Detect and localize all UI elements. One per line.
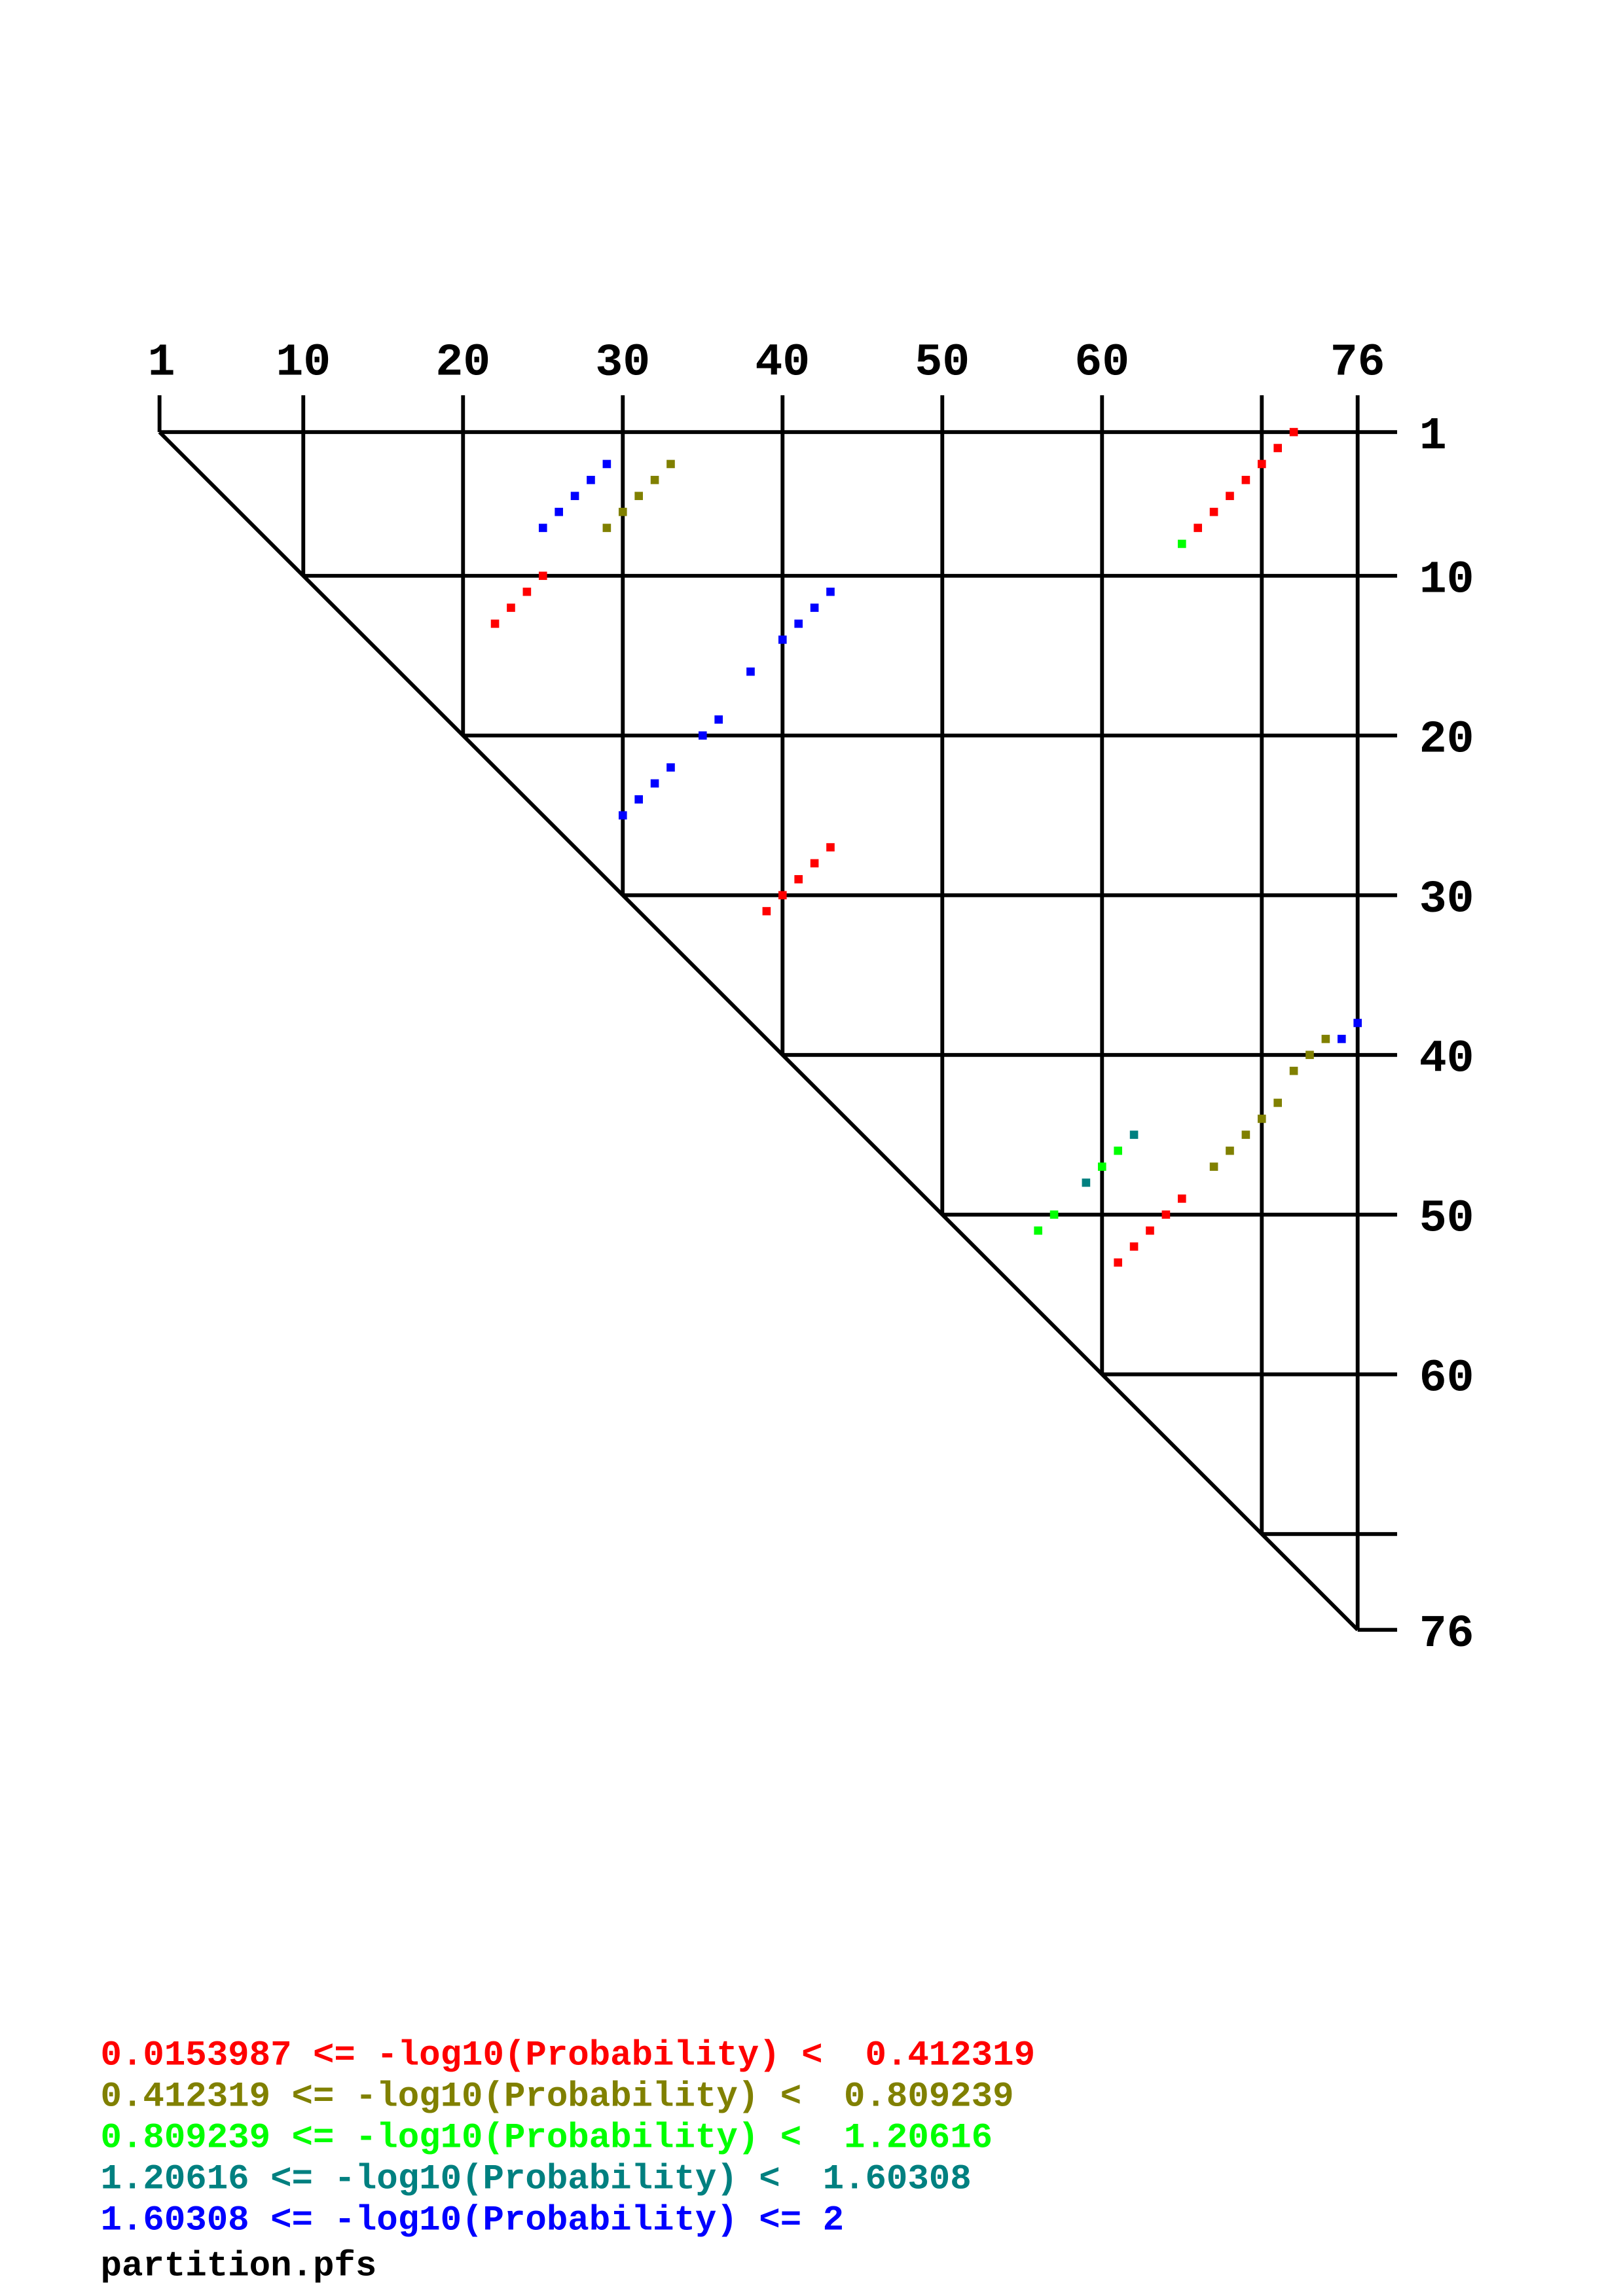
pair-dot [602, 459, 611, 469]
right-tick-label: 60 [1419, 1353, 1474, 1405]
pair-dot [634, 795, 643, 804]
pair-dot [538, 524, 547, 532]
pair-dot [1226, 492, 1234, 501]
pair-dot [602, 524, 611, 532]
pair-dot [1241, 1130, 1250, 1139]
pair-dot [1082, 1178, 1091, 1187]
pair-dot [570, 492, 579, 501]
pair-dot [1257, 1115, 1266, 1123]
top-tick-label: 50 [915, 336, 970, 388]
pair-dot [746, 667, 755, 676]
top-tick-label: 30 [595, 336, 650, 388]
grid-lines [157, 395, 1397, 1632]
top-tick-label: 1 [148, 336, 175, 388]
pair-dot [1177, 1194, 1186, 1203]
pair-dot [1114, 1258, 1122, 1267]
tick-labels: 1 10 20 30 40 50 60 76 1 10 20 30 40 50 60 76 [148, 336, 1474, 1660]
pair-dot [1273, 1098, 1282, 1107]
pair-dot [650, 779, 659, 788]
right-tick-label: 50 [1419, 1193, 1474, 1245]
top-tick-label: 40 [755, 336, 810, 388]
top-tick-label: 20 [435, 336, 490, 388]
pair-dot [810, 859, 819, 868]
legend-entry: 0.412319 <= -log10(Probability) < 0.8092… [101, 2077, 1014, 2117]
legend-entry: 0.0153987 <= -log10(Probability) < 0.412… [101, 2036, 1035, 2075]
right-tick-label: 30 [1419, 874, 1474, 925]
right-tick-label: 76 [1419, 1608, 1474, 1660]
pair-dot [1273, 444, 1282, 452]
pair-dot [1289, 1066, 1298, 1075]
right-tick-label: 40 [1419, 1033, 1474, 1085]
pair-dot [1241, 476, 1250, 484]
pair-dot [507, 603, 515, 612]
pair-dot [634, 492, 643, 501]
pair-dot [1353, 1018, 1362, 1028]
pair-dot [1034, 1226, 1042, 1235]
filename-label: partition.pfs [101, 2246, 377, 2286]
top-tick-label: 76 [1330, 336, 1385, 388]
pair-dot [522, 587, 532, 596]
pair-dot [555, 507, 563, 516]
top-tick-label: 10 [276, 336, 331, 388]
pair-dot [587, 476, 595, 484]
pair-dot [714, 715, 723, 724]
pair-dot [1321, 1035, 1330, 1043]
pair-dot [762, 906, 771, 916]
pair-dot [1289, 427, 1298, 437]
probability-dots [490, 427, 1362, 1267]
pair-dot [826, 843, 835, 852]
pair-dot [1257, 459, 1266, 469]
pair-dot [490, 619, 500, 628]
pair-dot [1209, 1162, 1218, 1171]
pair-dot [778, 891, 787, 900]
pair-dot [538, 571, 547, 581]
pair-dot [1114, 1146, 1122, 1155]
legend-entry: 0.809239 <= -log10(Probability) < 1.2061… [101, 2118, 993, 2158]
pair-dot [1177, 539, 1186, 548]
legend-entry: 1.60308 <= -log10(Probability) <= 2 [101, 2201, 844, 2241]
pair-dot [650, 476, 659, 484]
pair-dot [794, 619, 803, 628]
pair-dot [826, 587, 835, 596]
pair-dot [1049, 1210, 1059, 1219]
pair-dot [1097, 1162, 1106, 1171]
pair-dot [618, 811, 627, 820]
pair-dot [1337, 1035, 1346, 1043]
pair-dot [1226, 1146, 1234, 1155]
pair-dot [666, 459, 675, 469]
pair-dot [1146, 1226, 1154, 1235]
pair-dot [618, 507, 627, 516]
pair-dot [666, 763, 675, 772]
pair-dot [698, 731, 707, 740]
diagonal-line [158, 431, 1359, 1632]
right-tick-label: 10 [1419, 554, 1474, 606]
pair-dot [810, 603, 819, 612]
pair-dot [778, 636, 787, 644]
right-tick-label: 20 [1419, 714, 1474, 766]
right-tick-label: 1 [1419, 410, 1447, 462]
legend: 0.0153987 <= -log10(Probability) < 0.412… [101, 2036, 1035, 2240]
pair-dot [794, 875, 803, 884]
pair-dot [1209, 507, 1218, 516]
pair-dot [1161, 1210, 1171, 1219]
pair-dot [1129, 1130, 1139, 1139]
top-tick-label: 60 [1074, 336, 1129, 388]
pair-dot [1194, 524, 1202, 532]
legend-entry: 1.20616 <= -log10(Probability) < 1.60308 [101, 2160, 972, 2200]
pair-dot [1129, 1242, 1139, 1251]
pair-dot [1305, 1050, 1314, 1060]
